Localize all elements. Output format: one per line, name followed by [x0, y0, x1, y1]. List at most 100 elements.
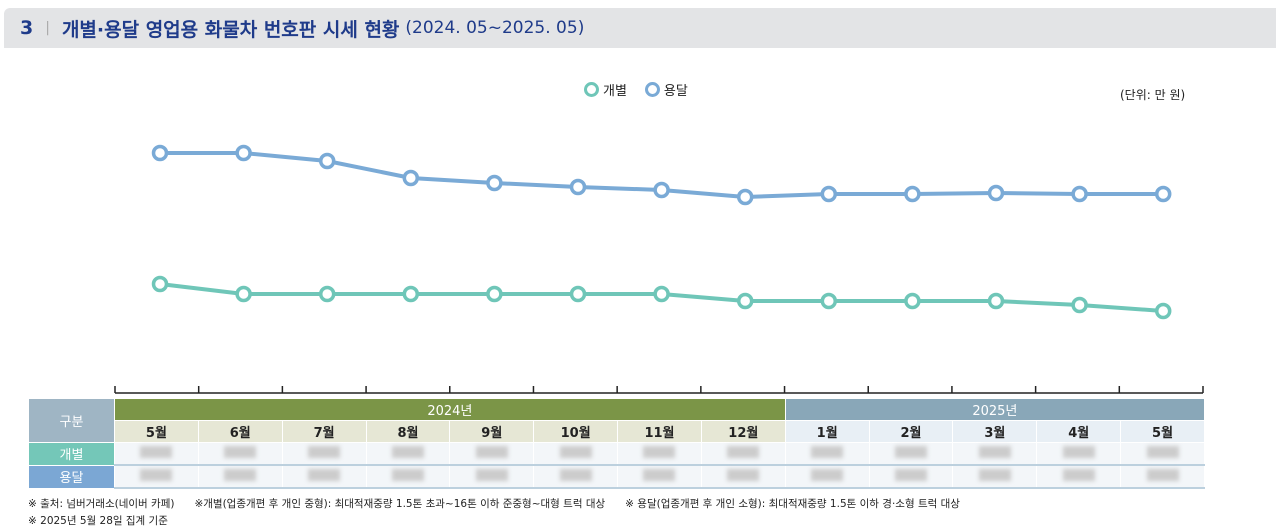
divider: |: [45, 20, 50, 36]
data-point: [736, 188, 754, 206]
header-cell: 구분: [28, 398, 115, 443]
row-label-gaebyeol: 개별: [28, 442, 115, 466]
value-cell: [114, 464, 199, 489]
blurred-value: [727, 468, 760, 481]
data-point: [653, 285, 670, 303]
note-yongdal: ※ 용달(업종개편 후 개인 소형): 최대적재중량 1.5톤 이하 경·소형 …: [625, 498, 960, 510]
value-cell: [784, 442, 870, 466]
value-cell: [700, 442, 786, 466]
year-2024: 2024년: [114, 398, 786, 421]
month-header: 8월: [365, 420, 451, 443]
data-table: 구분 2024년 2025년 5월 6월 7월 8월 9월 10월 11월 12월 1월 2월 3월…: [28, 398, 1206, 489]
month-header: 7월: [281, 420, 367, 443]
data-point: [1071, 185, 1088, 203]
year-2025: 2025년: [784, 398, 1206, 421]
data-point: [151, 275, 169, 293]
value-cell: [868, 442, 954, 466]
month-header: 5월: [114, 420, 199, 443]
value-cell: [449, 442, 535, 466]
legend-item-gaebyeol: 개별: [584, 80, 627, 99]
legend: 개별 용달: [584, 80, 688, 99]
note-date: ※ 2025년 5월 28일 집계 기준: [28, 515, 168, 527]
month-header: 12월: [700, 420, 786, 443]
blurred-value: [1146, 445, 1179, 458]
value-cell: [114, 442, 199, 466]
month-header: 6월: [197, 420, 283, 443]
data-point: [1154, 185, 1172, 203]
blurred-value: [224, 445, 257, 458]
blurred-value: [895, 445, 928, 458]
title-period: (2024. 05~2025. 05): [405, 18, 585, 38]
data-point: [318, 285, 336, 303]
data-point: [987, 292, 1005, 310]
data-point: [1154, 302, 1172, 320]
section-title: 3 | 개별·용달 영업용 화물차 번호판 시세 현황 (2024. 05~20…: [4, 8, 1276, 48]
data-point: [904, 185, 921, 203]
legend-marker-icon: [584, 82, 599, 97]
blurred-value: [978, 468, 1011, 481]
blurred-value: [475, 445, 508, 458]
data-point: [1071, 296, 1088, 314]
value-cell: [1036, 464, 1122, 489]
data-point: [736, 292, 754, 310]
data-point: [820, 185, 838, 203]
blurred-value: [643, 445, 676, 458]
value-cell: [700, 464, 786, 489]
value-cell: [868, 464, 954, 489]
month-header: 10월: [533, 420, 619, 443]
data-point: [987, 184, 1005, 202]
blurred-value: [224, 468, 257, 481]
blurred-value: [1146, 468, 1179, 481]
blurred-value: [978, 445, 1011, 458]
row-label-yongdal: 용달: [28, 464, 115, 489]
month-header: 4월: [1036, 420, 1122, 443]
line-chart: [114, 144, 1204, 394]
value-cell: [197, 464, 283, 489]
data-point: [569, 285, 587, 303]
blurred-value: [559, 468, 592, 481]
blurred-value: [811, 445, 844, 458]
value-cell: [617, 442, 702, 466]
blurred-value: [895, 468, 928, 481]
data-point: [486, 174, 503, 192]
data-point: [318, 152, 336, 170]
month-header: 3월: [952, 420, 1038, 443]
value-cell: [281, 464, 367, 489]
month-header: 1월: [784, 420, 870, 443]
data-point: [402, 285, 420, 303]
blurred-value: [308, 468, 341, 481]
blurred-value: [727, 445, 760, 458]
blurred-value: [308, 445, 341, 458]
blurred-value: [643, 468, 676, 481]
blurred-value: [140, 445, 173, 458]
value-cell: [617, 464, 702, 489]
unit-label: (단위: 만 원): [1120, 88, 1186, 102]
month-header: 9월: [449, 420, 535, 443]
value-cell: [449, 464, 535, 489]
blurred-value: [1062, 445, 1095, 458]
value-cell: [281, 442, 367, 466]
data-point: [569, 178, 587, 196]
blurred-value: [475, 468, 508, 481]
value-cell: [533, 442, 619, 466]
value-cell: [952, 442, 1038, 466]
legend-item-yongdal: 용달: [644, 80, 688, 99]
data-point: [820, 292, 838, 310]
blurred-value: [811, 468, 844, 481]
data-point: [235, 285, 252, 303]
blurred-value: [391, 468, 424, 481]
month-header: 11월: [617, 420, 702, 443]
value-cell: [365, 442, 451, 466]
value-cell: [197, 442, 283, 466]
blurred-value: [391, 445, 424, 458]
section-number: 3: [20, 17, 34, 39]
note-gaebyeol: ※개별(업종개편 후 개인 중형): 최대적재중량 1.5톤 초과~16톤 이하…: [194, 498, 606, 510]
legend-label: 용달: [663, 84, 688, 99]
note-source: ※ 출처: 넘버거래소(네이버 카페): [28, 498, 175, 510]
value-cell: [1120, 442, 1205, 466]
month-header: 2월: [868, 420, 954, 443]
value-cell: [1036, 442, 1122, 466]
data-point: [904, 292, 921, 310]
blurred-value: [140, 468, 173, 481]
value-cell: [952, 464, 1038, 489]
